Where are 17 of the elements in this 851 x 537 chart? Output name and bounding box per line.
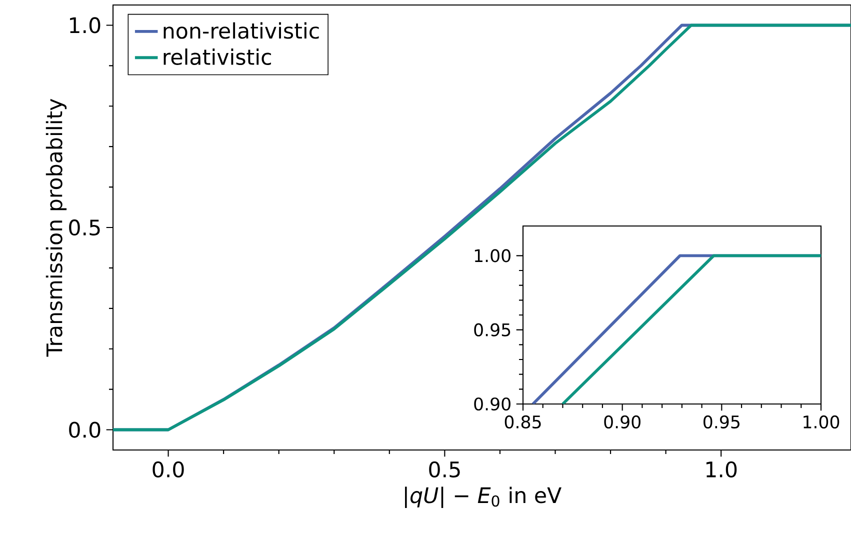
y-tick-label: 1.00: [474, 249, 510, 262]
y-tick-label: 1.0: [70, 17, 100, 34]
x-tick-label: 0.0: [152, 461, 184, 478]
x-tick-label: 0.85: [504, 415, 541, 428]
y-axis-title: Transmission probability: [46, 98, 67, 357]
x-tick-label: 0.95: [704, 415, 740, 428]
x-tick-label: 0.5: [429, 461, 460, 478]
y-tick-label: 0.95: [474, 323, 510, 336]
legend-label: non-relativistic: [164, 22, 319, 39]
x-tick-label: 0.90: [604, 415, 640, 428]
x-tick-label: 1.00: [804, 415, 840, 428]
line-series: [113, 24, 851, 432]
y-tick-label: 0.5: [69, 219, 100, 236]
x-tick-label: 1.0: [706, 461, 737, 478]
y-tick-label: 0.90: [474, 397, 510, 411]
x-axis-title: |qU| − E$_{0}$ in eV: [405, 486, 562, 508]
legend-label: relativistic: [164, 48, 271, 66]
